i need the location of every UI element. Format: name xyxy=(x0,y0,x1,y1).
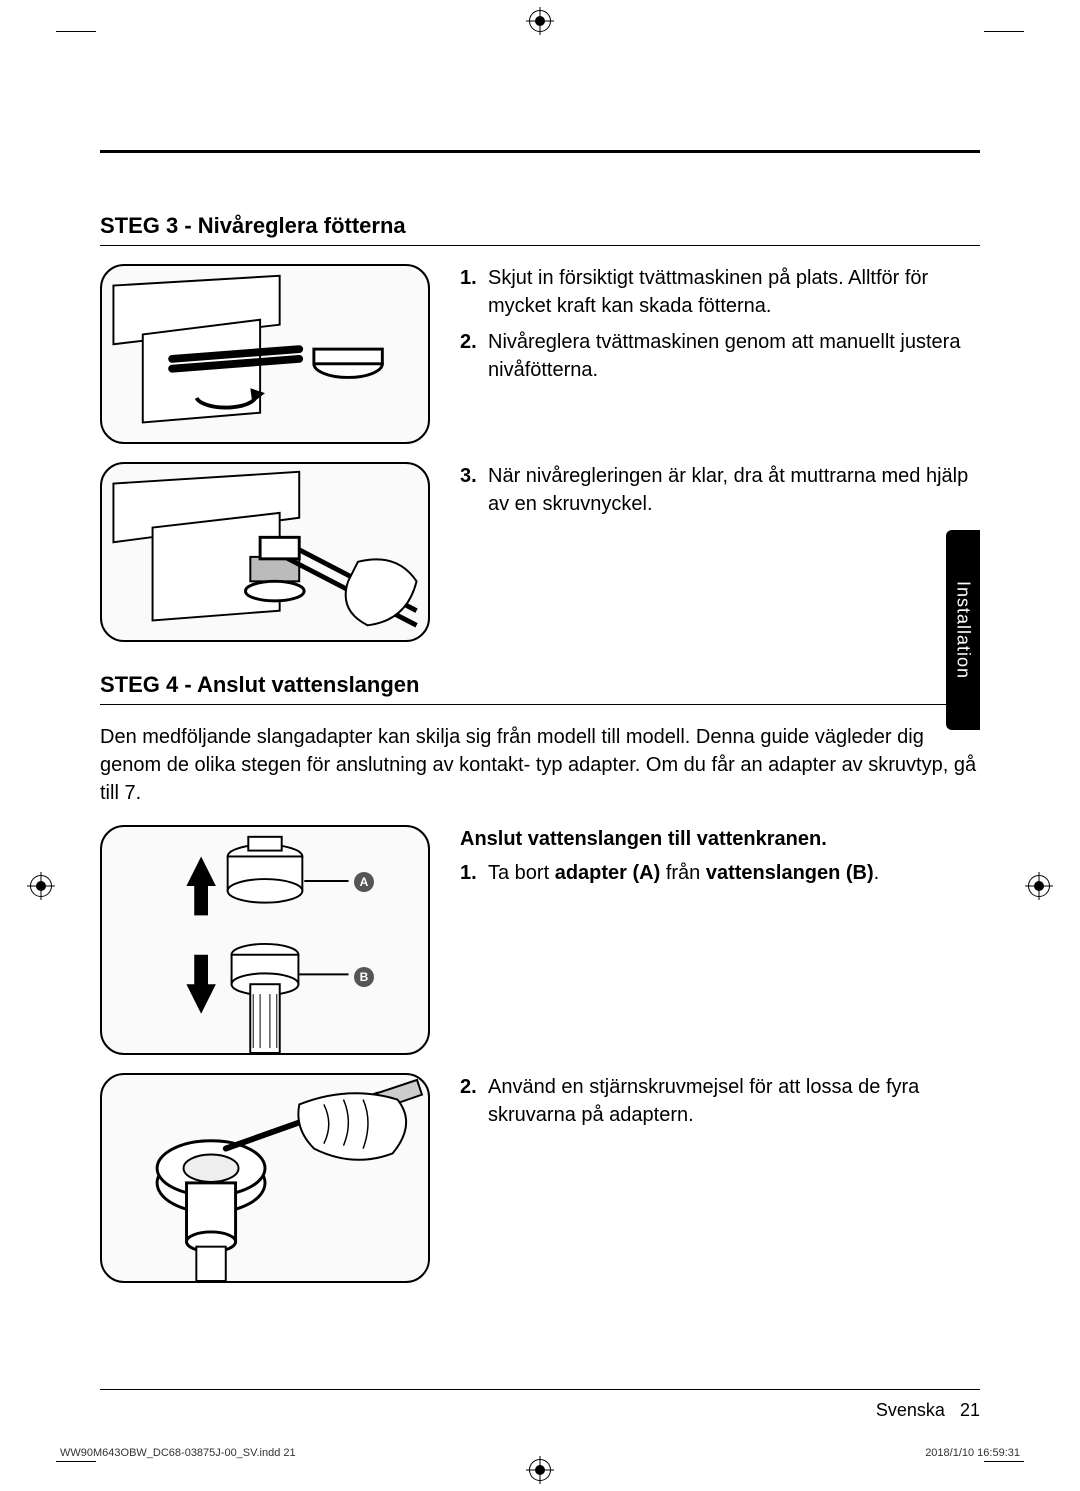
step3-text-2: 3.När nivåregleringen är klar, dra åt mu… xyxy=(460,462,980,642)
crop-mark xyxy=(56,31,96,32)
figure-hose-adapter: A B xyxy=(100,825,430,1055)
page-footer: Svenska 21 xyxy=(100,1389,980,1421)
callout-a: A xyxy=(354,872,374,892)
crop-mark xyxy=(56,1461,96,1462)
step3-item-3: När nivåregleringen är klar, dra åt mutt… xyxy=(488,462,980,518)
list-item: 3.När nivåregleringen är klar, dra åt mu… xyxy=(460,462,980,518)
crop-mark xyxy=(984,31,1024,32)
list-item: 2.Nivåreglera tvättmaskinen genom att ma… xyxy=(460,328,980,384)
step3-item-1: Skjut in försiktigt tvättmaskinen på pla… xyxy=(488,264,980,320)
step4-heading: STEG 4 - Anslut vattenslangen xyxy=(100,672,980,705)
step4-block-1: A B Anslut vattenslangen till vattenkran… xyxy=(100,825,980,1055)
registration-mark-icon xyxy=(529,10,551,32)
step3-text-1: 1.Skjut in försiktigt tvättmaskinen på p… xyxy=(460,264,980,444)
imprint-right: 2018/1/10 16:59:31 xyxy=(925,1447,1020,1459)
callout-b: B xyxy=(354,967,374,987)
page-content: STEG 3 - Nivåreglera fötterna 1.Skjut in… xyxy=(100,150,980,1391)
registration-mark-icon xyxy=(529,1459,551,1481)
step4-text-1: Anslut vattenslangen till vattenkranen. … xyxy=(460,825,980,1055)
list-item: 1. Ta bort adapter (A) från vattenslange… xyxy=(460,859,980,887)
step3-heading: STEG 3 - Nivåreglera fötterna xyxy=(100,213,980,246)
step4-block-2: 2.Använd en stjärnskruvmejsel för att lo… xyxy=(100,1073,980,1283)
list-item: 1.Skjut in försiktigt tvättmaskinen på p… xyxy=(460,264,980,320)
step4-sub-heading: Anslut vattenslangen till vattenkranen. xyxy=(460,825,980,853)
figure-level-feet-2 xyxy=(100,462,430,642)
figure-screwdriver xyxy=(100,1073,430,1283)
step4-item-2: Använd en stjärnskruvmejsel för att loss… xyxy=(488,1073,980,1129)
imprint-left: WW90M643OBW_DC68-03875J-00_SV.indd 21 xyxy=(60,1447,296,1459)
list-item: 2.Använd en stjärnskruvmejsel för att lo… xyxy=(460,1073,980,1129)
step3-block-1: 1.Skjut in försiktigt tvättmaskinen på p… xyxy=(100,264,980,444)
registration-mark-icon xyxy=(1028,875,1050,897)
step3-block-2: 3.När nivåregleringen är klar, dra åt mu… xyxy=(100,462,980,642)
step4-item-1: Ta bort adapter (A) från vattenslangen (… xyxy=(488,859,879,887)
footer-language: Svenska xyxy=(876,1400,945,1420)
crop-mark xyxy=(984,1461,1024,1462)
step4-text-2: 2.Använd en stjärnskruvmejsel för att lo… xyxy=(460,1073,980,1283)
top-rule xyxy=(100,150,980,153)
figure-level-feet-1 xyxy=(100,264,430,444)
registration-mark-icon xyxy=(30,875,52,897)
step3-item-2: Nivåreglera tvättmaskinen genom att manu… xyxy=(488,328,980,384)
footer-page-number: 21 xyxy=(960,1400,980,1420)
step4-intro: Den medföljande slangadapter kan skilja … xyxy=(100,723,980,807)
